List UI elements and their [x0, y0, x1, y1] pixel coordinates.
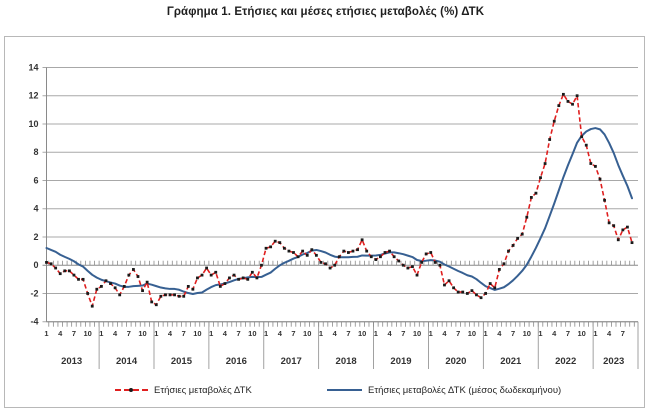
svg-text:1: 1: [374, 329, 378, 338]
svg-text:2023: 2023: [603, 356, 624, 367]
svg-text:2013: 2013: [61, 356, 82, 367]
legend-item-annual: Ετήσιες μεταβολές ΔΤΚ: [115, 383, 252, 397]
svg-text:8: 8: [33, 147, 38, 157]
svg-text:2021: 2021: [500, 356, 522, 367]
svg-text:7: 7: [182, 329, 186, 338]
svg-text:2019: 2019: [390, 356, 411, 367]
svg-text:7: 7: [291, 329, 295, 338]
svg-text:4: 4: [442, 329, 447, 338]
marker-dot-icon: [129, 388, 133, 392]
legend-item-average: Ετήσιες μεταβολές ΔΤΚ (μέσος δωδεκαμήνου…: [327, 383, 561, 397]
svg-text:1: 1: [538, 329, 542, 338]
svg-text:4: 4: [168, 329, 173, 338]
svg-text:7: 7: [566, 329, 570, 338]
svg-text:2020: 2020: [445, 356, 466, 367]
svg-text:10: 10: [468, 329, 476, 338]
svg-text:7: 7: [456, 329, 460, 338]
chart-title: Γράφημα 1. Ετήσιες και μέσες ετήσιες μετ…: [166, 6, 485, 18]
annual-series-line: [46, 93, 633, 307]
annual-series-markers: [45, 92, 634, 308]
svg-text:4: 4: [497, 329, 502, 338]
svg-text:1: 1: [209, 329, 213, 338]
svg-text:10: 10: [578, 329, 586, 338]
svg-text:1: 1: [484, 329, 488, 338]
svg-text:4: 4: [278, 329, 283, 338]
solid-blue-line-swatch: [327, 389, 362, 391]
svg-text:10: 10: [523, 329, 531, 338]
svg-text:7: 7: [346, 329, 350, 338]
svg-text:6: 6: [33, 175, 38, 185]
legend-label-annual: Ετήσιες μεταβολές ΔΤΚ: [154, 384, 252, 396]
svg-text:2016: 2016: [226, 356, 247, 367]
dashed-red-line-swatch: [115, 388, 148, 392]
svg-text:2022: 2022: [555, 356, 576, 367]
svg-text:1: 1: [264, 329, 268, 338]
svg-text:4: 4: [607, 329, 612, 338]
gridlines: [42, 67, 638, 323]
svg-text:1: 1: [154, 329, 158, 338]
svg-text:10: 10: [248, 329, 256, 338]
svg-text:7: 7: [127, 329, 131, 338]
svg-text:4: 4: [58, 329, 63, 338]
svg-text:-2: -2: [30, 288, 38, 298]
svg-text:2018: 2018: [336, 356, 357, 367]
svg-text:10: 10: [28, 119, 38, 129]
svg-text:1: 1: [429, 329, 433, 338]
svg-text:4: 4: [333, 329, 338, 338]
svg-text:4: 4: [113, 329, 118, 338]
svg-text:7: 7: [401, 329, 405, 338]
svg-text:4: 4: [552, 329, 557, 338]
svg-text:7: 7: [72, 329, 76, 338]
svg-text:1: 1: [99, 329, 103, 338]
svg-text:2015: 2015: [171, 356, 193, 367]
legend-label-average: Ετήσιες μεταβολές ΔΤΚ (μέσος δωδεκαμήνου…: [368, 384, 562, 396]
svg-text:1: 1: [44, 329, 48, 338]
chart-frame: 14 12 10 8 6 4 2 0 -2 -4 1 4 7 10 2013 1 4 7 10 2014 1 4 7 10 20…: [4, 36, 645, 408]
svg-text:7: 7: [237, 329, 241, 338]
svg-text:0: 0: [33, 260, 38, 270]
svg-text:12: 12: [28, 91, 38, 101]
svg-text:1: 1: [319, 329, 323, 338]
svg-text:10: 10: [83, 329, 91, 338]
svg-text:1: 1: [593, 329, 597, 338]
svg-text:4: 4: [387, 329, 392, 338]
svg-text:7: 7: [621, 329, 625, 338]
svg-text:2: 2: [33, 232, 38, 242]
svg-text:2014: 2014: [116, 356, 138, 367]
svg-text:4: 4: [223, 329, 228, 338]
svg-text:10: 10: [413, 329, 421, 338]
svg-text:4: 4: [33, 204, 38, 214]
svg-text:10: 10: [303, 329, 311, 338]
svg-text:10: 10: [358, 329, 366, 338]
svg-text:-4: -4: [30, 317, 38, 327]
svg-text:7: 7: [511, 329, 515, 338]
svg-text:2017: 2017: [281, 356, 302, 367]
svg-text:10: 10: [193, 329, 201, 338]
axes-and-ticks: [46, 67, 639, 369]
svg-text:10: 10: [138, 329, 146, 338]
svg-text:14: 14: [28, 63, 38, 73]
